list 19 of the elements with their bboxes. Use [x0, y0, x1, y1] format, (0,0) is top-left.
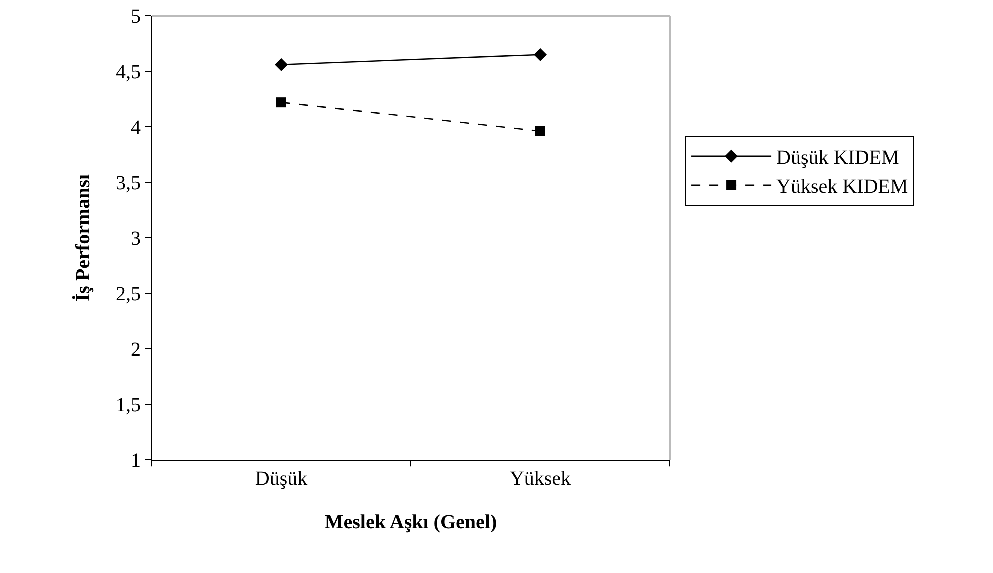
y-tick-label: 4,5 [116, 62, 141, 84]
legend-label: Düşük KIDEM [776, 147, 900, 170]
y-axis-title: İş Performansı [72, 174, 94, 302]
legend-label: Yüksek KIDEM [776, 176, 908, 198]
point [276, 98, 286, 108]
y-tick-label: 2,5 [116, 284, 141, 306]
y-tick-label: 5 [131, 6, 141, 28]
point [275, 58, 288, 72]
y-tick-label: 1 [131, 450, 141, 472]
y-tick-label: 3,5 [116, 172, 141, 194]
x-axis-title: Meslek Aşkı (Genel) [324, 512, 498, 534]
y-tick-label: 1,5 [116, 394, 141, 416]
x-tick-label: Yüksek [510, 468, 572, 490]
y-tick-label: 3 [131, 228, 141, 250]
y-tick-label: 4 [131, 117, 141, 139]
x-tick-label: Düşük [255, 468, 308, 490]
point [534, 48, 547, 62]
point [536, 126, 546, 136]
y-tick-label: 2 [131, 339, 141, 361]
